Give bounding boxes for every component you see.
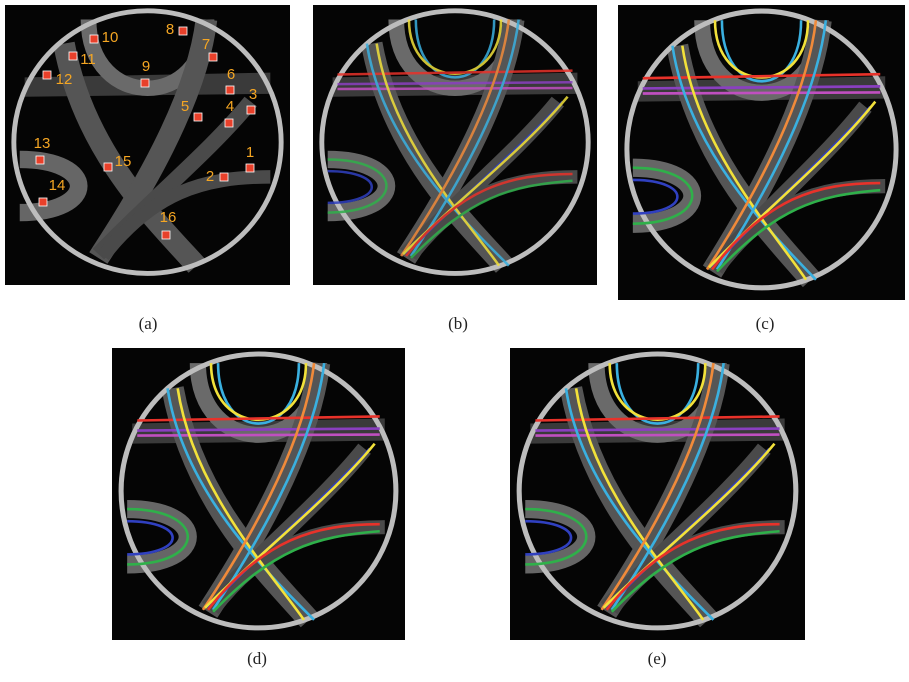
panel-caption: (e) — [648, 649, 667, 668]
panel-caption: (d) — [247, 649, 267, 668]
roi-marker — [104, 163, 112, 171]
roi-marker — [90, 35, 98, 43]
roi-marker — [247, 106, 255, 114]
roi-marker — [246, 164, 254, 172]
roi-marker — [69, 52, 77, 60]
roi-number: 15 — [115, 153, 132, 170]
roi-number: 7 — [202, 36, 210, 53]
phantom-image — [112, 348, 405, 640]
roi-marker — [43, 71, 51, 79]
roi-number: 4 — [226, 98, 234, 115]
panel-caption: (c) — [756, 314, 775, 333]
roi-marker — [179, 27, 187, 35]
roi-marker — [194, 113, 202, 121]
roi-number: 11 — [80, 51, 96, 68]
roi-number: 14 — [49, 177, 66, 194]
roi-number: 9 — [142, 58, 150, 75]
roi-number: 16 — [160, 209, 177, 226]
roi-marker — [220, 173, 228, 181]
phantom-image — [618, 5, 905, 300]
roi-number: 6 — [227, 66, 235, 83]
panel — [618, 5, 905, 300]
roi-marker — [36, 156, 44, 164]
roi-marker — [209, 53, 217, 61]
roi-number: 12 — [56, 71, 73, 88]
roi-marker — [226, 86, 234, 94]
roi-marker — [225, 119, 233, 127]
roi-marker — [39, 198, 47, 206]
roi-marker — [141, 79, 149, 87]
figure: (a)12345678910111213141516(b)(c)(d)(e) — [0, 0, 909, 682]
roi-number: 13 — [34, 135, 51, 152]
roi-number: 1 — [246, 144, 254, 161]
panel — [313, 5, 597, 285]
panel — [112, 348, 405, 640]
panel-caption: (a) — [139, 314, 158, 333]
roi-marker — [162, 231, 170, 239]
roi-number: 2 — [206, 168, 214, 185]
roi-number: 10 — [102, 29, 119, 46]
phantom-image — [313, 5, 597, 285]
roi-number: 5 — [181, 98, 189, 115]
panel-caption: (b) — [448, 314, 468, 333]
roi-number: 8 — [166, 21, 174, 38]
roi-number: 3 — [249, 86, 257, 103]
phantom-image — [510, 348, 805, 640]
panel — [510, 348, 805, 640]
